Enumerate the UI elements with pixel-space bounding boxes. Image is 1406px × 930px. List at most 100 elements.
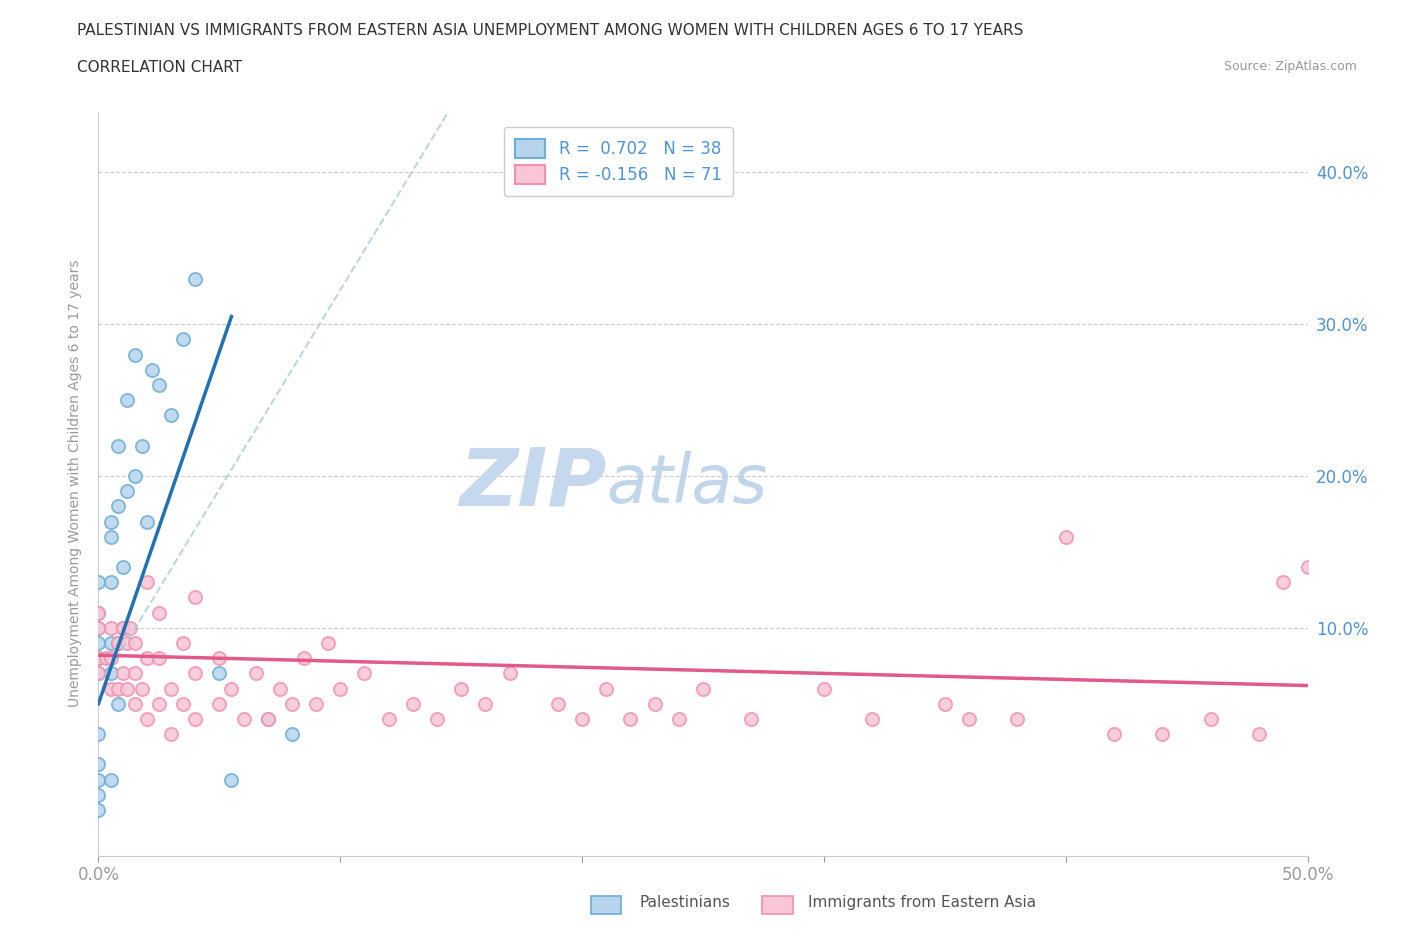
Point	[87, 666, 110, 681]
Point	[692, 681, 714, 696]
Point	[87, 726, 110, 741]
Point	[87, 651, 110, 666]
Point	[87, 666, 110, 681]
Point	[329, 681, 352, 696]
Point	[957, 711, 980, 726]
Point	[131, 681, 153, 696]
Text: Immigrants from Eastern Asia: Immigrants from Eastern Asia	[808, 895, 1036, 910]
Point	[160, 726, 183, 741]
Point	[1102, 726, 1125, 741]
Point	[208, 697, 231, 711]
Point	[117, 681, 139, 696]
Point	[100, 666, 122, 681]
Point	[100, 575, 122, 590]
Point	[111, 560, 134, 575]
Point	[221, 772, 243, 787]
Point	[619, 711, 641, 726]
Point	[124, 635, 146, 650]
Point	[1007, 711, 1029, 726]
Point	[135, 711, 157, 726]
Point	[184, 272, 207, 286]
Point	[934, 697, 956, 711]
Point	[172, 635, 194, 650]
Point	[644, 697, 666, 711]
Point	[135, 575, 157, 590]
Point	[87, 635, 110, 650]
Point	[426, 711, 449, 726]
Point	[124, 697, 146, 711]
Y-axis label: Unemployment Among Women with Children Ages 6 to 17 years: Unemployment Among Women with Children A…	[69, 259, 83, 708]
Point	[740, 711, 762, 726]
Point	[160, 408, 183, 423]
Point	[100, 620, 122, 635]
Point	[172, 332, 194, 347]
Point	[184, 590, 207, 604]
Legend: R =  0.702   N = 38, R = -0.156   N = 71: R = 0.702 N = 38, R = -0.156 N = 71	[503, 127, 733, 196]
Point	[208, 651, 231, 666]
Point	[100, 529, 122, 544]
Point	[232, 711, 254, 726]
Point	[131, 438, 153, 453]
Point	[221, 681, 243, 696]
Point	[269, 681, 291, 696]
Point	[184, 711, 207, 726]
Point	[135, 651, 157, 666]
Point	[141, 363, 163, 378]
Point	[100, 514, 122, 529]
Point	[117, 392, 139, 407]
Point	[256, 711, 278, 726]
Point	[117, 635, 139, 650]
Point	[402, 697, 425, 711]
Text: Source: ZipAtlas.com: Source: ZipAtlas.com	[1223, 60, 1357, 73]
Point	[117, 484, 139, 498]
Text: CORRELATION CHART: CORRELATION CHART	[77, 60, 242, 75]
Point	[107, 697, 129, 711]
Point	[292, 651, 315, 666]
Point	[547, 697, 569, 711]
Point	[1272, 575, 1295, 590]
Point	[148, 697, 170, 711]
Point	[87, 605, 110, 620]
Point	[111, 666, 134, 681]
Point	[87, 575, 110, 590]
Point	[107, 438, 129, 453]
Point	[107, 635, 129, 650]
Point	[160, 681, 183, 696]
Point	[256, 711, 278, 726]
Point	[107, 635, 129, 650]
Point	[87, 620, 110, 635]
Point	[124, 666, 146, 681]
Point	[305, 697, 328, 711]
Point	[571, 711, 593, 726]
Point	[208, 666, 231, 681]
Point	[111, 620, 134, 635]
Point	[1152, 726, 1174, 741]
Point	[107, 681, 129, 696]
Point	[87, 788, 110, 803]
Point	[124, 469, 146, 484]
Point	[184, 666, 207, 681]
Text: Palestinians: Palestinians	[640, 895, 731, 910]
Point	[281, 726, 304, 741]
Point	[107, 498, 129, 513]
Point	[124, 347, 146, 362]
Point	[1199, 711, 1222, 726]
Point	[87, 651, 110, 666]
Point	[281, 697, 304, 711]
Point	[118, 620, 141, 635]
Point	[860, 711, 883, 726]
Text: atlas: atlas	[606, 451, 768, 516]
Point	[245, 666, 267, 681]
Point	[1054, 529, 1077, 544]
Point	[87, 803, 110, 817]
Point	[87, 772, 110, 787]
Point	[316, 635, 339, 650]
Point	[100, 772, 122, 787]
Point	[148, 651, 170, 666]
Point	[87, 757, 110, 772]
Point	[100, 651, 122, 666]
Text: ZIP: ZIP	[458, 445, 606, 523]
Point	[813, 681, 835, 696]
Point	[87, 605, 110, 620]
Point	[87, 620, 110, 635]
